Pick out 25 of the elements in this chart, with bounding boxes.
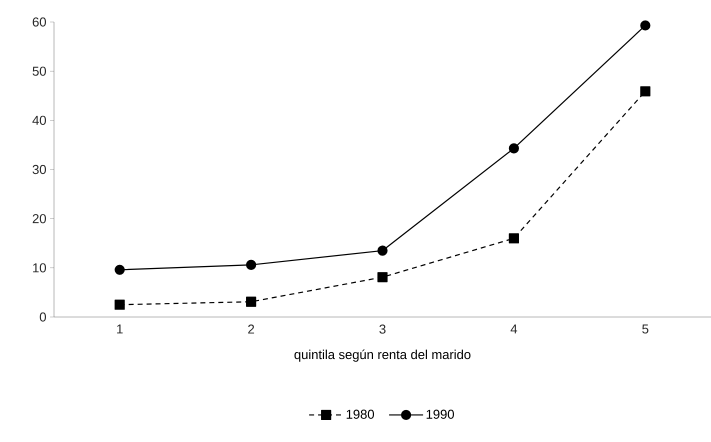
- point: [246, 296, 256, 307]
- x-tick-label: 1: [117, 324, 123, 334]
- x-tick-label: 5: [642, 324, 648, 334]
- legend-label: 1980: [346, 410, 374, 419]
- y-tick-label: 30: [32, 164, 46, 174]
- point: [114, 300, 125, 310]
- y-tick-label: 10: [33, 263, 46, 272]
- x-tick-label: 4: [510, 324, 518, 334]
- point: [640, 20, 650, 31]
- point: [377, 272, 388, 282]
- x-axis-title: quintila según renta del marido: [294, 349, 470, 362]
- y-tick-label: 50: [32, 66, 46, 76]
- point: [508, 233, 519, 244]
- x-tick-label: 3: [379, 324, 386, 334]
- y-tick-label: 0: [40, 312, 46, 322]
- y-tick-label: 60: [32, 17, 46, 27]
- y-tick-label: 40: [32, 116, 46, 125]
- point: [640, 86, 650, 96]
- point: [377, 246, 388, 256]
- legend-label: 1990: [426, 410, 454, 419]
- point: [114, 264, 125, 275]
- y-tick-label: 20: [32, 214, 46, 224]
- point: [246, 260, 256, 270]
- point: [508, 143, 519, 154]
- x-tick-label: 2: [248, 324, 254, 334]
